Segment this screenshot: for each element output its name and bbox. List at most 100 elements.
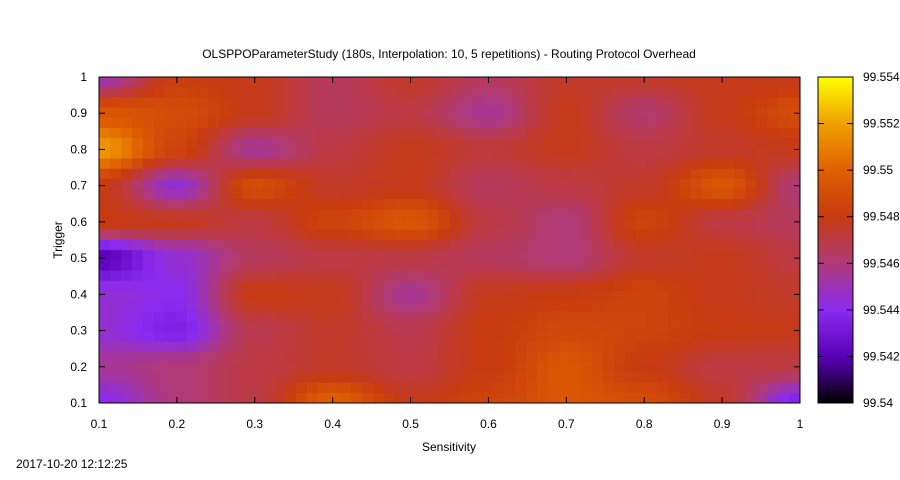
heatmap-cell	[252, 219, 264, 231]
heatmap-cell	[471, 290, 483, 302]
heatmap-cell	[219, 290, 232, 302]
heatmap-cell	[460, 199, 472, 211]
heatmap-cell	[515, 138, 527, 149]
heatmap-cell	[515, 382, 527, 394]
heatmap-cell	[350, 260, 363, 272]
heatmap-cell	[482, 240, 494, 251]
heatmap-cell	[230, 372, 242, 384]
heatmap-cell	[120, 178, 133, 190]
heatmap-cell	[767, 301, 779, 312]
heatmap-cell	[591, 229, 604, 241]
heatmap-cell	[460, 352, 472, 363]
heatmap-cell	[427, 189, 440, 200]
heatmap-cell	[372, 107, 385, 119]
heatmap-cell	[120, 199, 133, 211]
heatmap-cell	[690, 209, 703, 221]
heatmap-cell	[208, 87, 221, 98]
heatmap-cell	[164, 97, 177, 109]
heatmap-cell	[712, 148, 724, 160]
heatmap-cell	[208, 352, 221, 363]
heatmap-cell	[745, 392, 757, 403]
heatmap-cell	[602, 311, 615, 323]
heatmap-cell	[208, 209, 221, 221]
heatmap-cell	[175, 270, 188, 282]
heatmap-cell	[767, 219, 779, 231]
heatmap-cell	[591, 250, 604, 261]
heatmap-cell	[383, 311, 396, 323]
heatmap-cell	[613, 240, 626, 251]
heatmap-cell	[285, 189, 297, 200]
heatmap-cell	[745, 189, 757, 200]
heatmap-cell	[734, 382, 746, 394]
heatmap-cell	[548, 260, 560, 272]
heatmap-cell	[109, 107, 122, 119]
heatmap-cell	[745, 280, 757, 292]
heatmap-cell	[515, 87, 527, 98]
heatmap-cell	[318, 148, 330, 160]
heatmap-cell	[361, 168, 374, 180]
heatmap-cell	[120, 97, 133, 109]
heatmap-cell	[537, 311, 549, 323]
heatmap-cell	[756, 362, 768, 374]
heatmap-cell	[569, 229, 582, 241]
heatmap-cell	[504, 117, 516, 129]
heatmap-cell	[175, 97, 188, 109]
heatmap-cell	[438, 178, 451, 190]
heatmap-cell	[559, 107, 571, 119]
heatmap-cell	[175, 321, 188, 333]
heatmap-cell	[559, 168, 571, 180]
heatmap-cell	[252, 301, 264, 312]
heatmap-cell	[164, 311, 177, 323]
heatmap-cell	[329, 219, 341, 231]
colorbar-tick-label: 99.546	[863, 256, 900, 270]
heatmap-cell	[186, 240, 199, 251]
heatmap-cell	[526, 280, 538, 292]
heatmap-cell	[394, 127, 407, 139]
heatmap-cell	[285, 107, 297, 119]
heatmap-cell	[701, 189, 713, 200]
heatmap-cell	[241, 97, 253, 109]
heatmap-cell	[657, 372, 670, 384]
heatmap-cell	[537, 260, 549, 272]
heatmap-cell	[482, 199, 494, 211]
heatmap-cell	[109, 301, 122, 312]
heatmap-cell	[329, 352, 341, 363]
heatmap-cell	[219, 117, 232, 129]
heatmap-cell	[350, 97, 363, 109]
heatmap-cell	[153, 321, 166, 333]
heatmap-cell	[668, 352, 681, 363]
heatmap-cell	[350, 341, 363, 353]
heatmap-cell	[548, 219, 560, 231]
heatmap-cell	[482, 260, 494, 272]
heatmap-cell	[208, 189, 221, 200]
heatmap-cell	[99, 392, 111, 403]
heatmap-cell	[701, 158, 713, 170]
heatmap-cell	[657, 352, 670, 363]
heatmap-cell	[361, 107, 374, 119]
heatmap-cell	[175, 209, 188, 221]
heatmap-cell	[767, 290, 779, 302]
heatmap-cell	[219, 331, 232, 343]
heatmap-cell	[471, 301, 483, 312]
heatmap-cell	[285, 87, 297, 98]
heatmap-cell	[668, 341, 681, 353]
heatmap-cell	[142, 270, 155, 282]
heatmap-cell	[613, 341, 626, 353]
heatmap-cell	[339, 250, 352, 261]
heatmap-cell	[460, 290, 472, 302]
heatmap-cell	[734, 189, 746, 200]
colorbar-tick-label: 99.544	[863, 303, 900, 317]
heatmap-cell	[438, 158, 451, 170]
heatmap-cell	[635, 280, 648, 292]
heatmap-cell	[482, 321, 494, 333]
heatmap-cell	[526, 158, 538, 170]
heatmap-cell	[493, 87, 505, 98]
heatmap-cell	[296, 138, 308, 149]
heatmap-cell	[153, 189, 166, 200]
heatmap-cell	[329, 127, 341, 139]
heatmap-cell	[274, 178, 286, 190]
heatmap-cell	[285, 250, 297, 261]
heatmap-cell	[657, 229, 670, 241]
heatmap-cell	[493, 77, 505, 88]
heatmap-cell	[482, 290, 494, 302]
